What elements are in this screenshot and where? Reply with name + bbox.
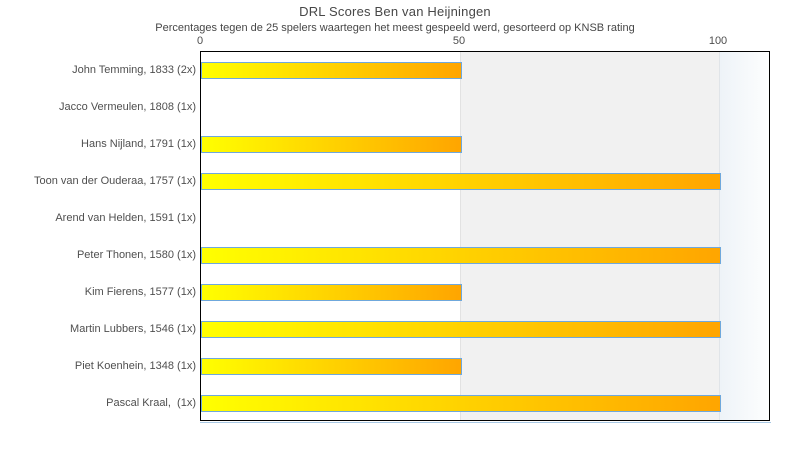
chart-subtitle: Percentages tegen de 25 spelers waartege… bbox=[155, 22, 635, 34]
bar bbox=[201, 173, 721, 190]
category-label: Hans Nijland, 1791 (1x) bbox=[81, 137, 196, 150]
labels-column: John Temming, 1833 (2x) Jacco Vermeulen, … bbox=[0, 51, 196, 421]
bar-row bbox=[201, 52, 769, 89]
bar-row bbox=[201, 200, 769, 237]
plot-band-50-100 bbox=[460, 52, 719, 420]
bar-row bbox=[201, 126, 769, 163]
bar-row bbox=[201, 89, 769, 126]
category-label: Jacco Vermeulen, 1808 (1x) bbox=[59, 100, 196, 113]
x-axis: 0 50 100 bbox=[196, 35, 770, 49]
bar bbox=[201, 358, 462, 375]
bar bbox=[201, 136, 462, 153]
plot-bottom-shadow-line bbox=[200, 422, 771, 423]
category-label: Arend van Helden, 1591 (1x) bbox=[55, 211, 196, 224]
bar-row bbox=[201, 237, 769, 274]
category-label: Peter Thonen, 1580 (1x) bbox=[76, 248, 196, 261]
bar-row bbox=[201, 274, 769, 311]
category-label: Piet Koenhein, 1348 (1x) bbox=[74, 359, 196, 372]
plot-band-over-100 bbox=[719, 52, 769, 420]
x-axis-tick: 100 bbox=[708, 35, 728, 47]
bar-rows bbox=[201, 52, 769, 420]
category-label: Toon van der Ouderaa, 1757 (1x) bbox=[33, 174, 196, 187]
bar-row bbox=[201, 348, 769, 385]
category-label: Martin Lubbers, 1546 (1x) bbox=[70, 322, 196, 335]
bar bbox=[201, 284, 462, 301]
bar-row bbox=[201, 385, 769, 422]
x-axis-tick: 0 bbox=[196, 35, 204, 47]
bar bbox=[201, 62, 462, 79]
bar bbox=[201, 395, 721, 412]
plot-area bbox=[200, 51, 770, 421]
category-label: John Temming, 1833 (2x) bbox=[72, 63, 196, 76]
bar-row bbox=[201, 163, 769, 200]
category-label: Kim Fierens, 1577 (1x) bbox=[84, 285, 196, 298]
x-axis-tick: 50 bbox=[452, 35, 466, 47]
chart-title: DRL Scores Ben van Heijningen bbox=[299, 4, 491, 19]
bar-row bbox=[201, 311, 769, 348]
category-label: Pascal Kraal, (1x) bbox=[106, 396, 196, 409]
bar bbox=[201, 247, 721, 264]
bar bbox=[201, 321, 721, 338]
